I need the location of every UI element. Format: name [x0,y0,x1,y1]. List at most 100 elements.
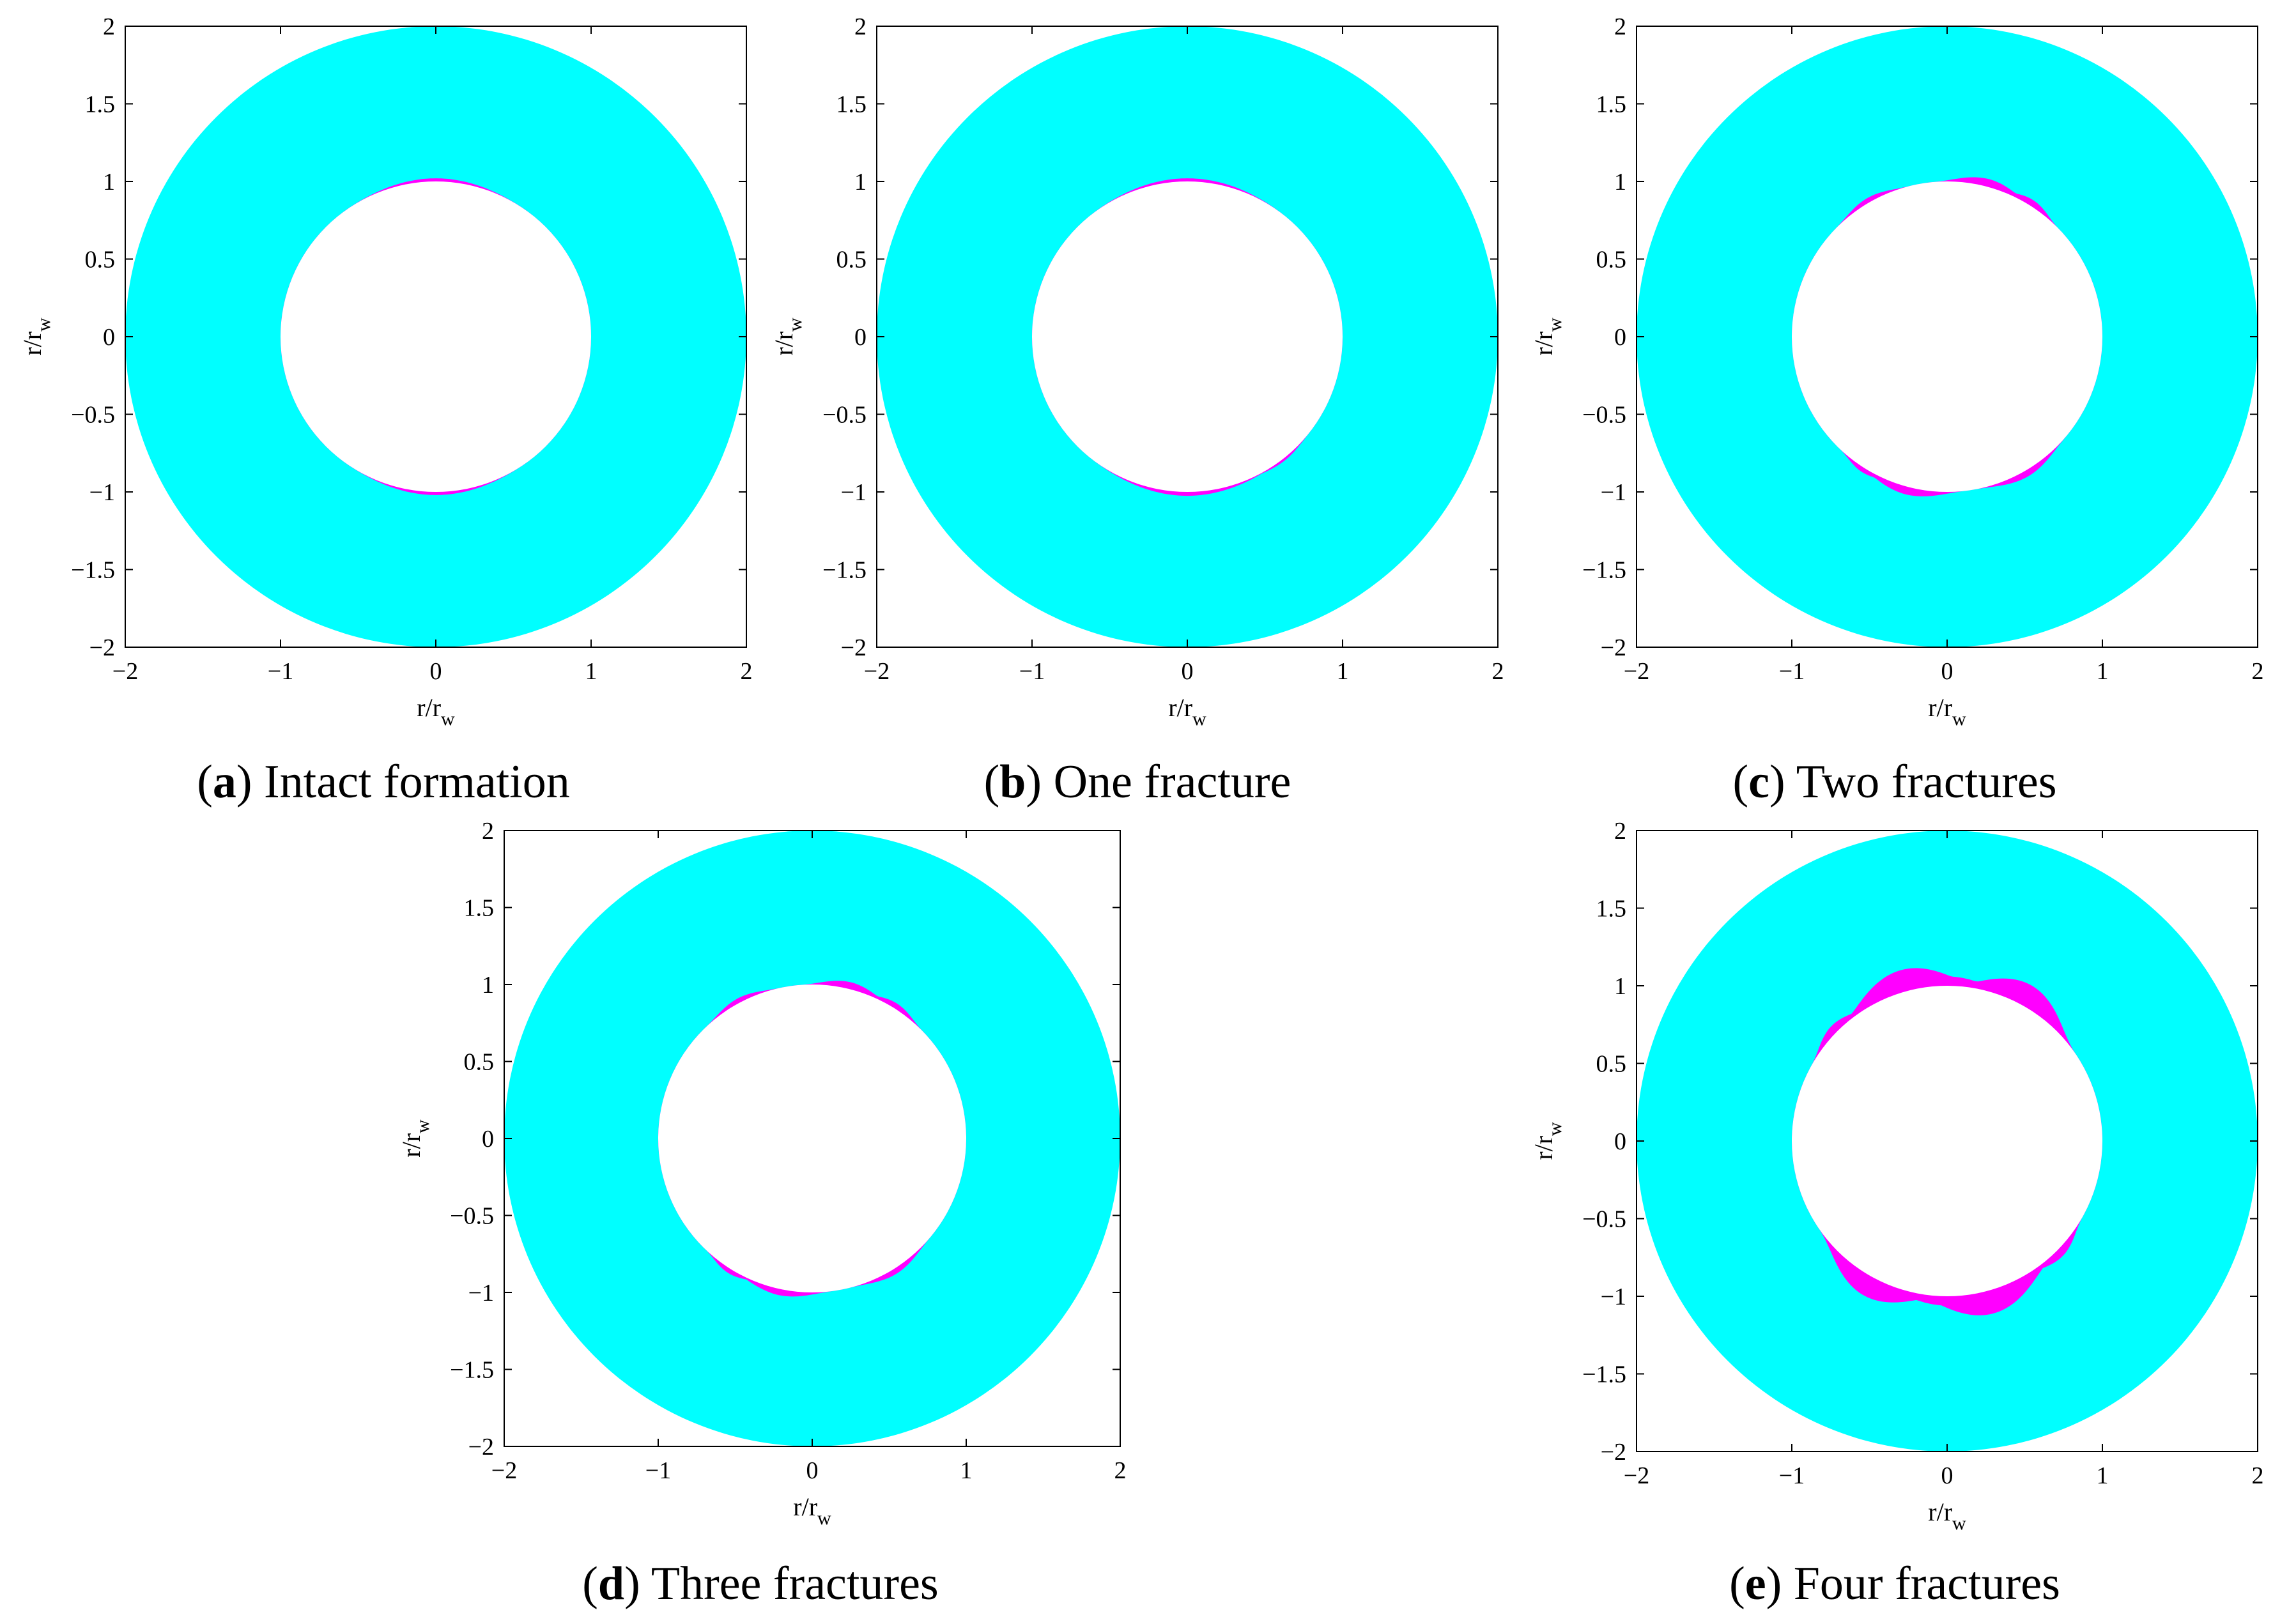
y-tick-label: 0 [1614,1128,1626,1155]
y-tick-label: 1.5 [1596,896,1627,923]
x-tick-label: 0 [1182,658,1194,685]
y-tick-label: 1 [103,169,115,195]
caption-text: ) Two fractures [1769,756,2057,808]
x-tick-label: 1 [2097,658,2109,685]
x-tick-label: 0 [806,1457,819,1484]
x-axis-label-sub: w [817,1508,831,1529]
caption-text: ) Three fractures [624,1558,939,1610]
y-tick-label: 0 [482,1126,494,1153]
y-tick-label: −2 [89,634,115,661]
x-axis-label: r/rw [1928,693,1966,730]
x-axis-label-main: r/r [1168,693,1192,722]
y-tick-label: 0.5 [464,1049,495,1076]
wellbore [658,984,966,1292]
y-tick-label: −2 [1601,634,1626,661]
y-tick-label: −1 [1601,479,1626,506]
y-axis-label-sub: w [785,318,806,332]
y-tick-label: 1 [854,169,867,195]
caption-open-paren: ( [197,756,213,808]
x-tick-label: 1 [960,1457,973,1484]
x-tick-label: 2 [1492,658,1504,685]
y-axis-label-main: r/r [1529,332,1558,356]
x-tick-label: 0 [1941,658,1953,685]
caption-text: ) Intact formation [236,756,570,808]
x-tick-label: 2 [2252,658,2264,685]
y-tick-label: 2 [1614,818,1626,845]
x-axis-label-main: r/r [793,1492,817,1521]
x-tick-label: −2 [1624,1462,1649,1489]
y-axis-label-sub: w [1545,1122,1566,1136]
y-axis-label-main: r/r [1529,1136,1558,1160]
wellbore [1792,986,2102,1296]
y-tick-label: −1 [89,479,115,506]
x-tick-label: 1 [585,658,597,685]
x-axis-label: r/rw [1168,693,1206,730]
x-axis-label-main: r/r [1928,693,1952,722]
y-tick-label: 1 [1614,973,1626,1000]
y-tick-label: 1.5 [464,895,495,922]
x-tick-label: −1 [1779,658,1805,685]
y-tick-label: −1.5 [822,557,867,584]
y-axis-label: r/rw [769,318,806,356]
panel-caption: (e) Four fractures [1729,1558,2060,1610]
x-tick-label: 2 [2252,1462,2264,1489]
y-tick-label: 1.5 [1596,91,1627,118]
y-tick-label: 2 [103,13,115,40]
x-tick-label: 0 [430,658,442,685]
y-tick-label: −1.5 [71,557,115,584]
y-tick-label: 2 [482,818,494,845]
y-tick-label: −0.5 [71,402,115,429]
y-tick-label: −1.5 [450,1357,494,1384]
x-tick-label: −2 [1624,658,1649,685]
x-axis-label-main: r/r [417,693,441,722]
panel-a: −2 −1 0 1 221.510.50−0.5−1−1.5−2r/rwr/rw(a) … [18,13,753,808]
y-tick-label: 0 [854,324,867,351]
caption-open-paren: ( [1732,756,1748,808]
y-axis-label: r/rw [18,318,54,356]
y-tick-label: −1 [841,479,867,506]
y-tick-label: −2 [468,1434,494,1460]
x-axis-label: r/rw [1928,1498,1966,1534]
x-tick-label: −1 [1779,1462,1805,1489]
y-tick-label: 1 [482,972,494,999]
caption-text: ) One fracture [1026,756,1291,808]
y-tick-label: −1 [468,1280,494,1306]
y-axis-label: r/rw [1529,318,1566,356]
x-tick-label: −2 [112,658,138,685]
caption-letter: a [213,756,236,808]
caption-text: ) Four fractures [1766,1558,2060,1610]
x-axis-label-sub: w [1192,709,1206,730]
x-tick-label: −1 [645,1457,671,1484]
caption-open-paren: ( [984,756,1000,808]
x-axis-label: r/rw [793,1492,831,1529]
panel-d: −2 −1 0 1 221.510.50−0.5−1−1.5−2r/rwr/rw(d) … [397,818,1127,1610]
y-tick-label: 2 [1614,13,1626,40]
x-tick-label: 1 [1337,658,1349,685]
y-tick-label: 0.5 [1596,1051,1627,1078]
panel-caption: (b) One fracture [984,756,1291,808]
y-axis-label: r/rw [397,1119,433,1158]
x-tick-label: −1 [268,658,293,685]
caption-open-paren: ( [1729,1558,1745,1610]
y-tick-label: 0 [1614,324,1626,351]
x-tick-label: 2 [741,658,753,685]
y-tick-label: 0 [103,324,115,351]
y-axis-label: r/rw [1529,1122,1566,1160]
x-axis-label-sub: w [441,709,455,730]
y-tick-label: 1.5 [85,91,116,118]
y-tick-label: −0.5 [450,1203,494,1230]
y-tick-label: −0.5 [822,402,867,429]
x-axis-label-main: r/r [1928,1498,1952,1526]
x-axis-label: r/rw [417,693,455,730]
y-axis-label-sub: w [412,1119,433,1133]
wellbore [281,181,591,492]
y-tick-label: 0.5 [836,247,867,273]
y-axis-label-main: r/r [18,332,47,356]
y-axis-label-sub: w [33,318,54,332]
x-tick-label: −2 [864,658,890,685]
y-tick-label: 0.5 [1596,247,1627,273]
panel-caption: (c) Two fractures [1732,756,2056,808]
y-tick-label: −1.5 [1582,1361,1626,1388]
